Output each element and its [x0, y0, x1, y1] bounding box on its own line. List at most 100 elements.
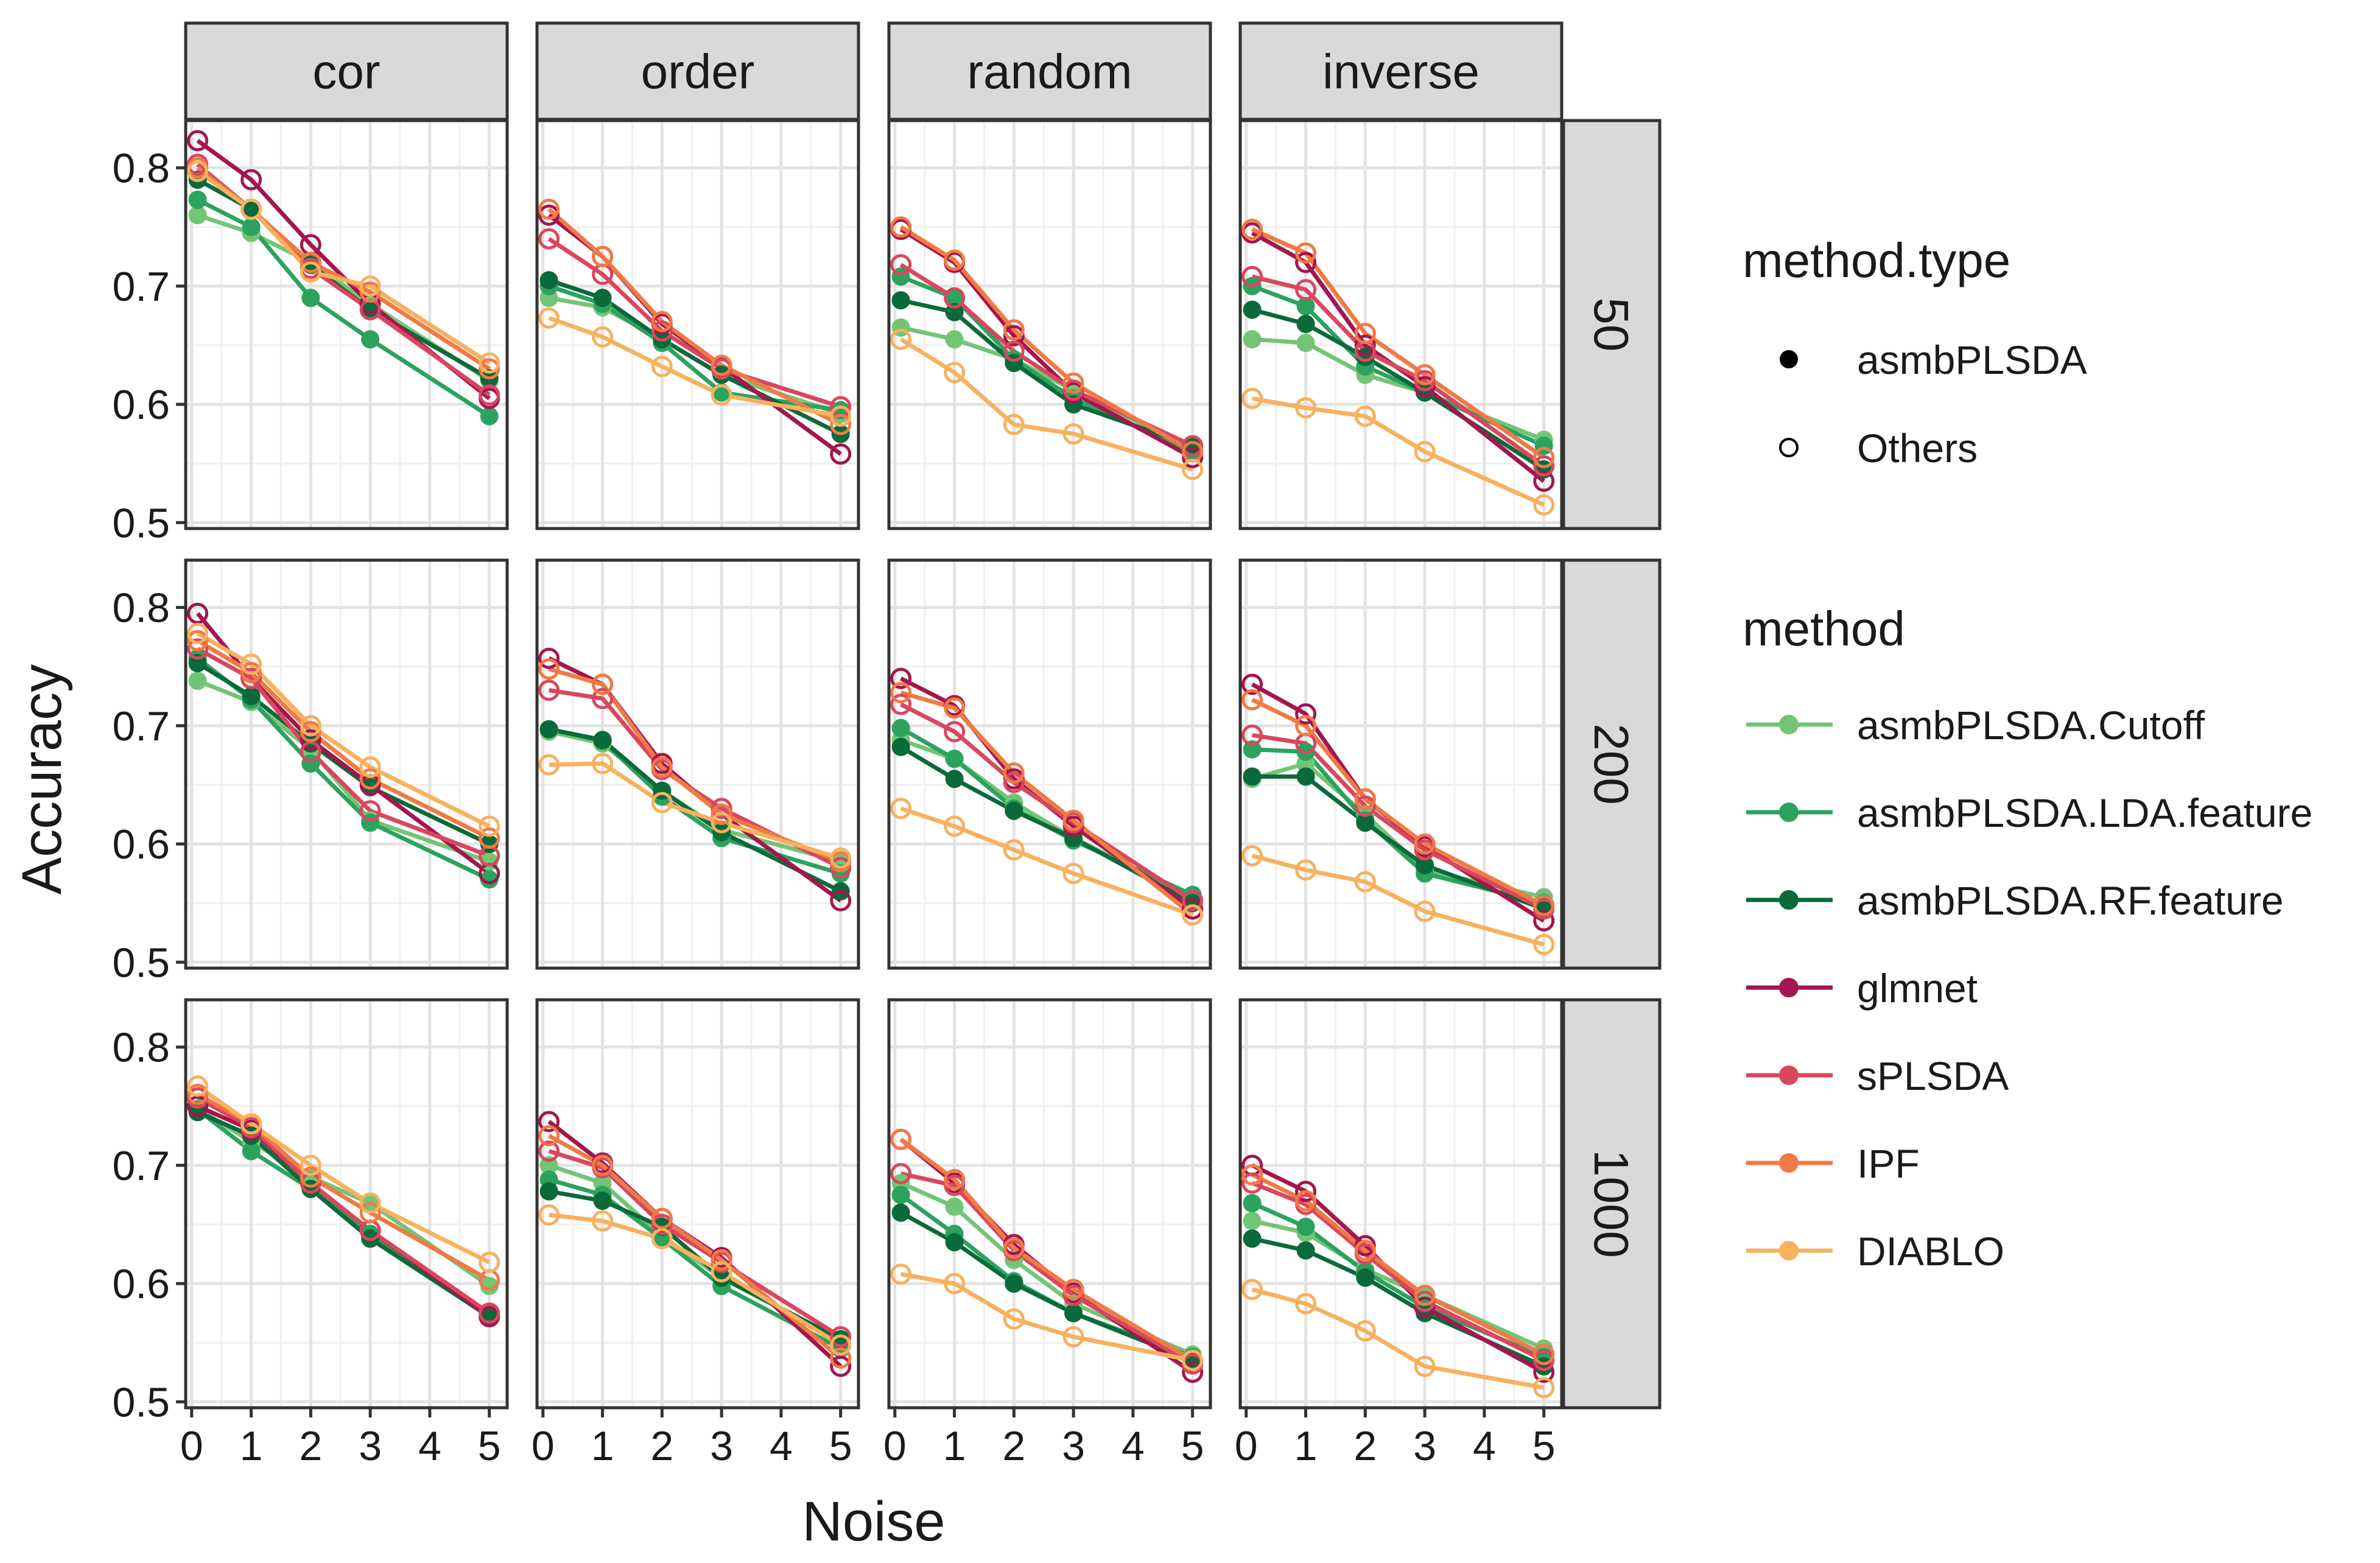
data-point-sPLSDA	[592, 687, 614, 709]
data-point-sPLSDA	[711, 798, 732, 820]
data-point-sPLSDA	[890, 1163, 912, 1184]
data-point-IPF	[1241, 1164, 1263, 1185]
data-point-sPLSDA	[651, 1214, 673, 1235]
legend-key-point-asmbPLSDA.LDA.feature	[1779, 803, 1799, 822]
data-point-asmbPLSDA.LDA.feature	[1243, 740, 1262, 759]
panel-random-50	[887, 119, 1212, 530]
series-line-DIABLO	[548, 316, 841, 418]
series-line-IPF	[548, 667, 841, 864]
y-tick-label: 0.7	[112, 1143, 170, 1189]
x-tick-label: 4	[1122, 1423, 1145, 1469]
data-point-asmbPLSDA.RF.feature	[188, 654, 207, 672]
strip-background	[887, 21, 1212, 121]
data-point-DIABLO	[187, 161, 209, 182]
panel-inverse-200	[1238, 558, 1564, 970]
data-point-DIABLO	[479, 1251, 500, 1273]
x-tick-label: 2	[1002, 1423, 1025, 1469]
legend-method-type: method.type asmbPLSDA Others	[1743, 233, 2087, 471]
legend-label-Others: Others	[1857, 426, 1978, 471]
data-point-glmnet	[240, 169, 262, 191]
panel-background	[1240, 121, 1562, 529]
series-line-DIABLO	[1251, 854, 1545, 947]
data-point-sPLSDA	[1354, 795, 1376, 817]
y-tick-label: 0.5	[112, 940, 170, 986]
series-line-DIABLO	[196, 631, 491, 829]
data-point-DIABLO	[1295, 397, 1317, 419]
strip-50: 50	[1562, 119, 1662, 530]
x-axis-title: Noise	[802, 1491, 945, 1553]
panel-inverse-1000	[1238, 998, 1564, 1410]
x-tick-label: 1	[240, 1423, 263, 1469]
series-line-DIABLO	[196, 1084, 491, 1265]
series-line-IPF	[1251, 698, 1545, 908]
data-point-IPF	[1354, 1240, 1376, 1262]
data-point-DIABLO	[592, 326, 614, 348]
panel-order-1000	[535, 998, 860, 1410]
data-point-sPLSDA	[1182, 435, 1204, 457]
legend-method: method asmbPLSDA.Cutoff asmbPLSDA.LDA.fea…	[1743, 602, 2312, 1274]
data-point-asmbPLSDA.RF.feature	[539, 720, 558, 739]
panel-inverse-50	[1238, 119, 1564, 530]
data-point-IPF	[1241, 219, 1263, 241]
data-point-sPLSDA	[651, 320, 673, 342]
data-point-glmnet	[187, 130, 209, 152]
series-line-DIABLO	[900, 806, 1193, 917]
series-line-IPF	[1251, 227, 1545, 460]
data-point-IPF	[1062, 1279, 1084, 1301]
x-tick-label: 1	[1294, 1423, 1318, 1469]
data-point-IPF	[944, 1168, 966, 1190]
data-point-IPF	[359, 281, 381, 303]
data-point-asmbPLSDA.LDA.feature	[301, 289, 320, 307]
x-tick-label: 1	[591, 1423, 614, 1469]
data-point-IPF	[1414, 364, 1436, 385]
data-point-sPLSDA	[1241, 1172, 1263, 1194]
y-tick-label: 0.8	[112, 146, 170, 192]
data-point-DIABLO	[1533, 933, 1555, 955]
data-point-asmbPLSDA.LDA.feature	[945, 750, 964, 768]
data-point-glmnet	[1295, 1181, 1317, 1203]
strip-label-order: order	[641, 44, 755, 99]
data-point-IPF	[711, 354, 732, 376]
strip-background	[1238, 21, 1564, 121]
legend-key-point-glmnet	[1779, 978, 1799, 997]
y-tick-label: 0.5	[112, 1379, 170, 1425]
data-point-IPF	[890, 216, 912, 238]
data-point-IPF	[1533, 447, 1555, 468]
data-point-asmbPLSDA.RF.feature	[891, 291, 910, 310]
x-tick-label: 3	[710, 1423, 733, 1469]
data-point-DIABLO	[1241, 1279, 1263, 1301]
data-point-asmbPLSDA.RF.feature	[1243, 1229, 1262, 1248]
x-tick-label: 1	[943, 1423, 966, 1469]
data-point-IPF	[300, 251, 321, 273]
data-point-IPF	[538, 1125, 560, 1147]
data-point-DIABLO	[944, 1273, 966, 1294]
data-point-asmbPLSDA.RF.feature	[593, 1192, 612, 1210]
data-point-glmnet	[1003, 325, 1025, 346]
data-point-asmbPLSDA.RF.feature	[891, 1203, 910, 1222]
x-tick-label: 2	[1353, 1423, 1377, 1469]
data-point-DIABLO	[240, 198, 262, 220]
facet-strips: cor order random inverse 50 200 1000	[184, 21, 1662, 1410]
data-point-DIABLO	[538, 307, 560, 329]
panel-border	[184, 998, 509, 1410]
data-point-DIABLO	[1414, 441, 1436, 463]
data-point-IPF	[300, 1166, 321, 1188]
strip-background	[184, 21, 509, 121]
legend-label-asmbPLSDA: asmbPLSDA	[1857, 337, 2087, 382]
data-point-sPLSDA	[479, 1302, 500, 1324]
panel-cor-50	[184, 119, 509, 530]
data-point-asmbPLSDA.LDA.feature	[242, 1142, 261, 1161]
x-tick-label: 2	[650, 1423, 673, 1469]
data-point-glmnet	[187, 1095, 209, 1117]
data-point-asmbPLSDA.Cutoff	[1296, 334, 1315, 353]
data-point-DIABLO	[1062, 863, 1084, 885]
data-point-IPF	[1354, 323, 1376, 345]
x-tick-label: 3	[1413, 1423, 1436, 1469]
legend-label-asmbPLSDA.Cutoff: asmbPLSDA.Cutoff	[1857, 703, 2205, 748]
data-point-sPLSDA	[538, 228, 560, 250]
data-point-DIABLO	[711, 384, 732, 406]
data-point-sPLSDA	[944, 1175, 966, 1196]
data-point-asmbPLSDA.Cutoff	[1243, 1212, 1262, 1231]
data-point-sPLSDA	[240, 667, 262, 689]
data-point-asmbPLSDA.RF.feature	[945, 770, 964, 789]
